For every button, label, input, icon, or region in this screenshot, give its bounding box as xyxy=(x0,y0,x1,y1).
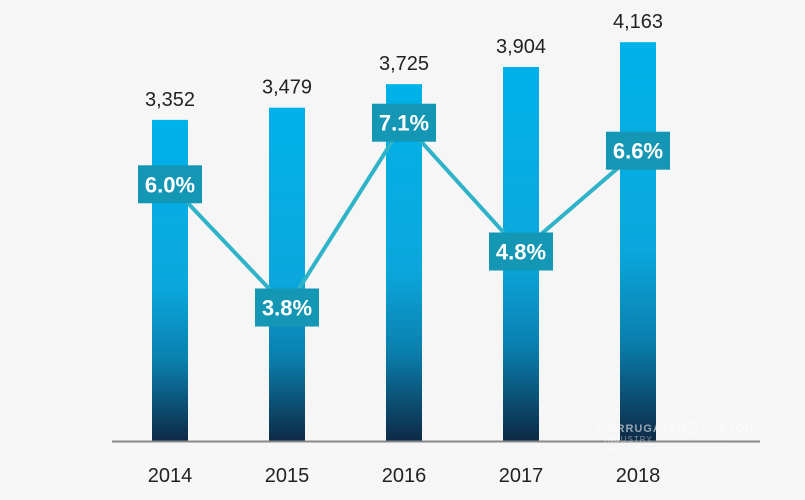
growth-label-2014: 6.0% xyxy=(145,172,195,197)
growth-point-2017 xyxy=(489,232,553,271)
bar-value-label-2015: 3,479 xyxy=(262,77,312,99)
x-tick-label-2015: 2015 xyxy=(265,465,310,487)
x-axis: 2014 2015 2016 2017 2018 xyxy=(112,440,760,487)
watermark-text-3: INDUSTRY xyxy=(604,435,653,444)
bar-2018 xyxy=(620,42,656,441)
watermark-text-2: CARTON xyxy=(701,423,754,435)
growth-label-2015: 3.8% xyxy=(262,296,312,321)
growth-point-2014 xyxy=(138,165,202,204)
bar-value-label-2016: 3,725 xyxy=(379,53,429,75)
watermark-url: www.corrugatedcarton.com xyxy=(603,445,725,454)
growth-label-2018: 6.6% xyxy=(613,139,663,164)
bars-group xyxy=(152,42,656,442)
x-tick-label-2018: 2018 xyxy=(616,465,661,487)
growth-label-2017: 4.8% xyxy=(496,240,546,265)
bar-value-label-2018: 4,163 xyxy=(613,11,663,33)
x-tick-label-2017: 2017 xyxy=(499,465,544,487)
growth-point-2016 xyxy=(372,103,436,142)
x-tick-label-2014: 2014 xyxy=(148,465,193,487)
watermark-icon xyxy=(684,421,698,435)
watermark-logo: CORRUGATED CARTON INDUSTRY www.corrugate… xyxy=(598,421,754,454)
bar-value-label-2017: 3,904 xyxy=(496,36,546,58)
labels-group: 3,352 3,479 3,725 3,904 4,163 xyxy=(145,11,663,111)
x-tick-label-2016: 2016 xyxy=(382,465,427,487)
growth-label-2016: 7.1% xyxy=(379,111,429,136)
bar-value-label-2014: 3,352 xyxy=(145,89,195,111)
growth-point-2015 xyxy=(255,288,319,327)
watermark-text: CORRUGATED xyxy=(598,423,686,435)
growth-line-group: 6.0% 3.8% 7.1% 4.8% 6.6% xyxy=(138,103,670,327)
bar-2015 xyxy=(269,107,305,442)
growth-point-2018 xyxy=(606,131,670,170)
